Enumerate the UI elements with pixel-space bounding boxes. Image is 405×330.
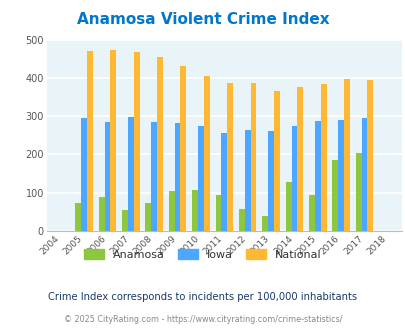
Bar bbox=[332, 160, 337, 231]
Bar bbox=[227, 83, 232, 231]
Bar bbox=[296, 87, 303, 231]
Bar bbox=[314, 121, 320, 231]
Bar bbox=[267, 131, 273, 231]
Bar bbox=[238, 209, 244, 231]
Bar bbox=[168, 191, 174, 231]
Bar bbox=[198, 126, 203, 231]
Bar bbox=[174, 123, 180, 231]
Bar bbox=[75, 203, 81, 231]
Bar bbox=[221, 133, 227, 231]
Bar bbox=[104, 122, 110, 231]
Bar bbox=[180, 66, 186, 231]
Bar bbox=[367, 80, 372, 231]
Bar bbox=[250, 83, 256, 231]
Bar bbox=[273, 90, 279, 231]
Bar bbox=[355, 152, 361, 231]
Bar bbox=[145, 203, 151, 231]
Bar bbox=[343, 79, 349, 231]
Bar bbox=[203, 76, 209, 231]
Text: © 2025 CityRating.com - https://www.cityrating.com/crime-statistics/: © 2025 CityRating.com - https://www.city… bbox=[64, 315, 341, 324]
Text: Anamosa Violent Crime Index: Anamosa Violent Crime Index bbox=[77, 12, 328, 26]
Bar bbox=[81, 118, 87, 231]
Bar bbox=[244, 130, 250, 231]
Bar bbox=[128, 117, 133, 231]
Bar bbox=[308, 195, 314, 231]
Bar bbox=[361, 118, 367, 231]
Bar bbox=[151, 122, 157, 231]
Legend: Anamosa, Iowa, National: Anamosa, Iowa, National bbox=[84, 249, 321, 260]
Bar bbox=[337, 119, 343, 231]
Bar bbox=[122, 210, 128, 231]
Bar bbox=[192, 190, 198, 231]
Bar bbox=[262, 216, 267, 231]
Bar bbox=[291, 126, 296, 231]
Bar bbox=[215, 195, 221, 231]
Bar bbox=[285, 182, 291, 231]
Bar bbox=[157, 57, 162, 231]
Bar bbox=[98, 197, 104, 231]
Bar bbox=[133, 52, 139, 231]
Bar bbox=[320, 84, 326, 231]
Text: Crime Index corresponds to incidents per 100,000 inhabitants: Crime Index corresponds to incidents per… bbox=[48, 292, 357, 302]
Bar bbox=[110, 50, 116, 231]
Bar bbox=[87, 51, 93, 231]
